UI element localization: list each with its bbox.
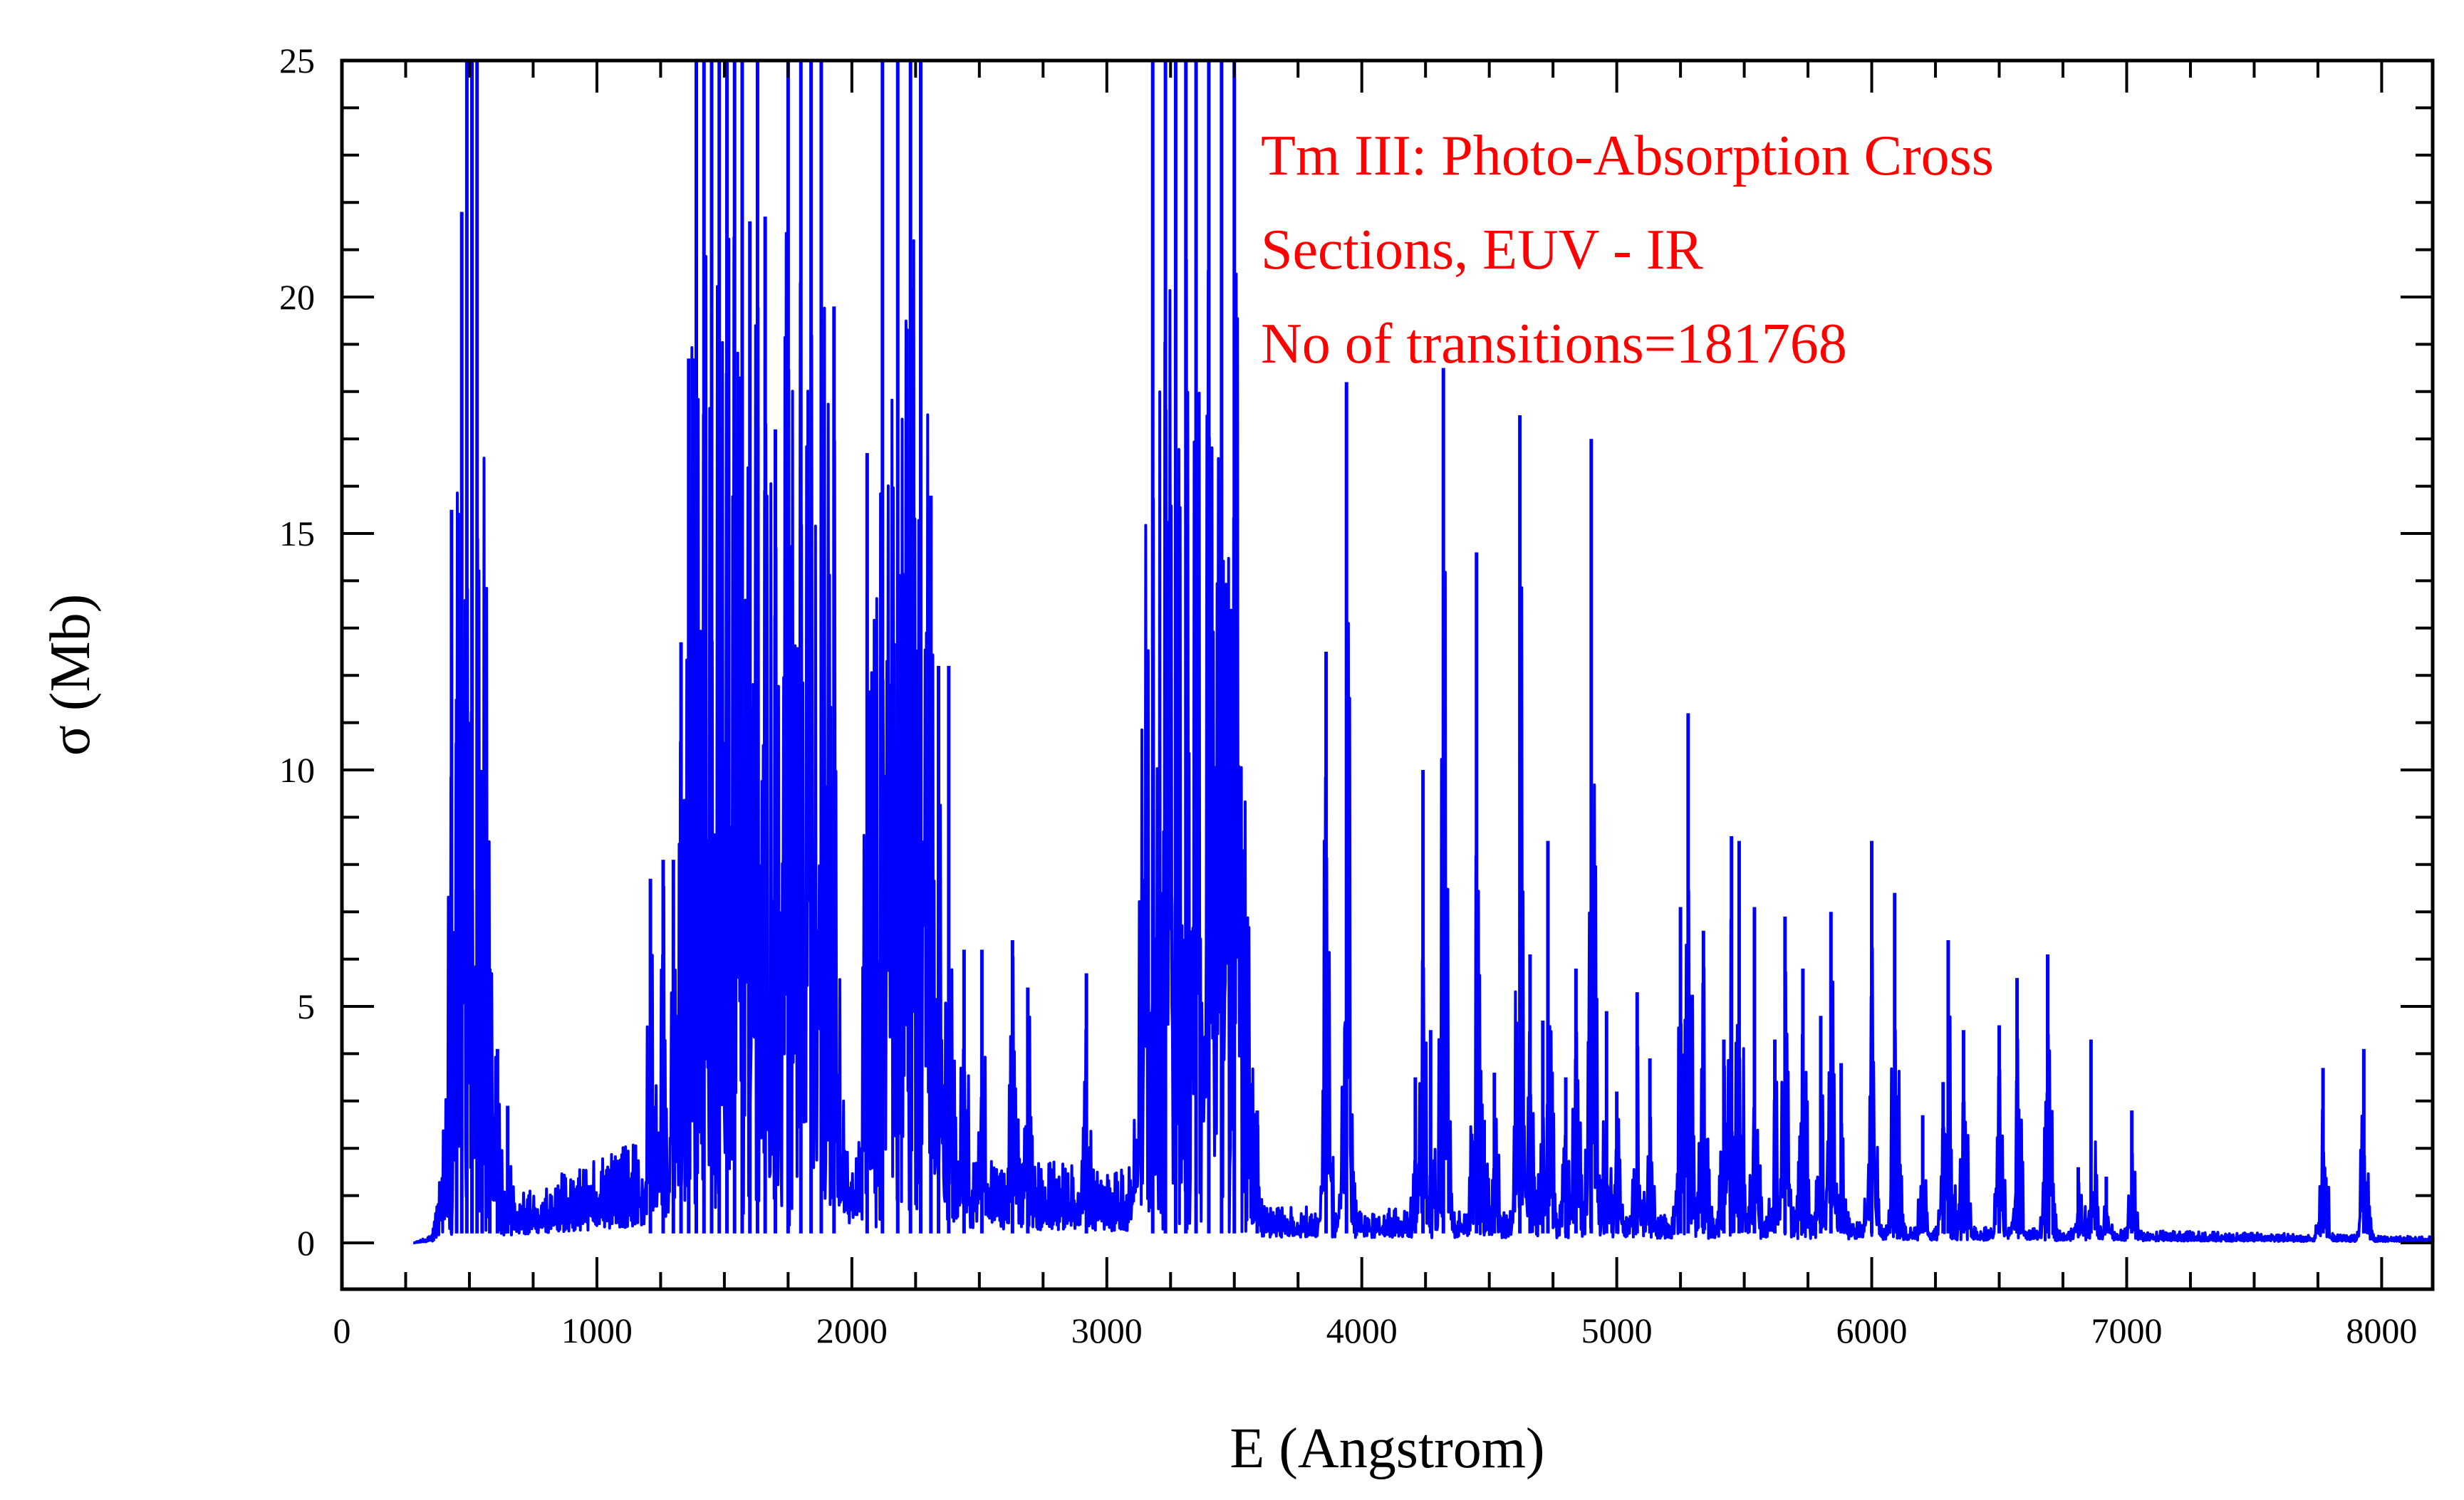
x-tick-label: 7000: [2091, 1311, 2162, 1350]
y-tick-label: 0: [297, 1223, 315, 1263]
x-tick-label: 8000: [2346, 1311, 2417, 1350]
y-axis-label: σ (Mb): [39, 594, 102, 756]
x-tick-label: 1000: [561, 1311, 633, 1350]
x-tick-label: 3000: [1071, 1311, 1143, 1350]
x-axis-ticks: 0 1000 2000 3000 4000 5000 6000 7000 8000: [333, 61, 2417, 1350]
x-tick-label: 5000: [1581, 1311, 1653, 1350]
x-axis-label: E (Angstrom): [1230, 1417, 1544, 1480]
y-tick-label: 5: [297, 986, 315, 1026]
y-tick-label: 20: [279, 277, 315, 317]
y-axis-ticks: 0 5 10 15 20 25: [279, 41, 2433, 1263]
annotation-line-3: No of transitions=181768: [1261, 313, 1847, 375]
annotation-line-1: Tm III: Photo-Absorption Cross: [1261, 125, 1994, 187]
y-tick-label: 15: [279, 514, 315, 553]
x-tick-label: 6000: [1836, 1311, 1908, 1350]
x-tick-label: 2000: [816, 1311, 888, 1350]
x-tick-label: 4000: [1326, 1311, 1398, 1350]
annotation-line-2: Sections, EUV - IR: [1261, 219, 1703, 281]
y-tick-label: 10: [279, 750, 315, 790]
x-tick-label: 0: [333, 1311, 351, 1350]
series-layer: [412, 61, 2435, 1244]
y-tick-label: 25: [279, 41, 315, 80]
chart-annotation: Tm III: Photo-Absorption Cross Sections,…: [1261, 125, 1994, 375]
